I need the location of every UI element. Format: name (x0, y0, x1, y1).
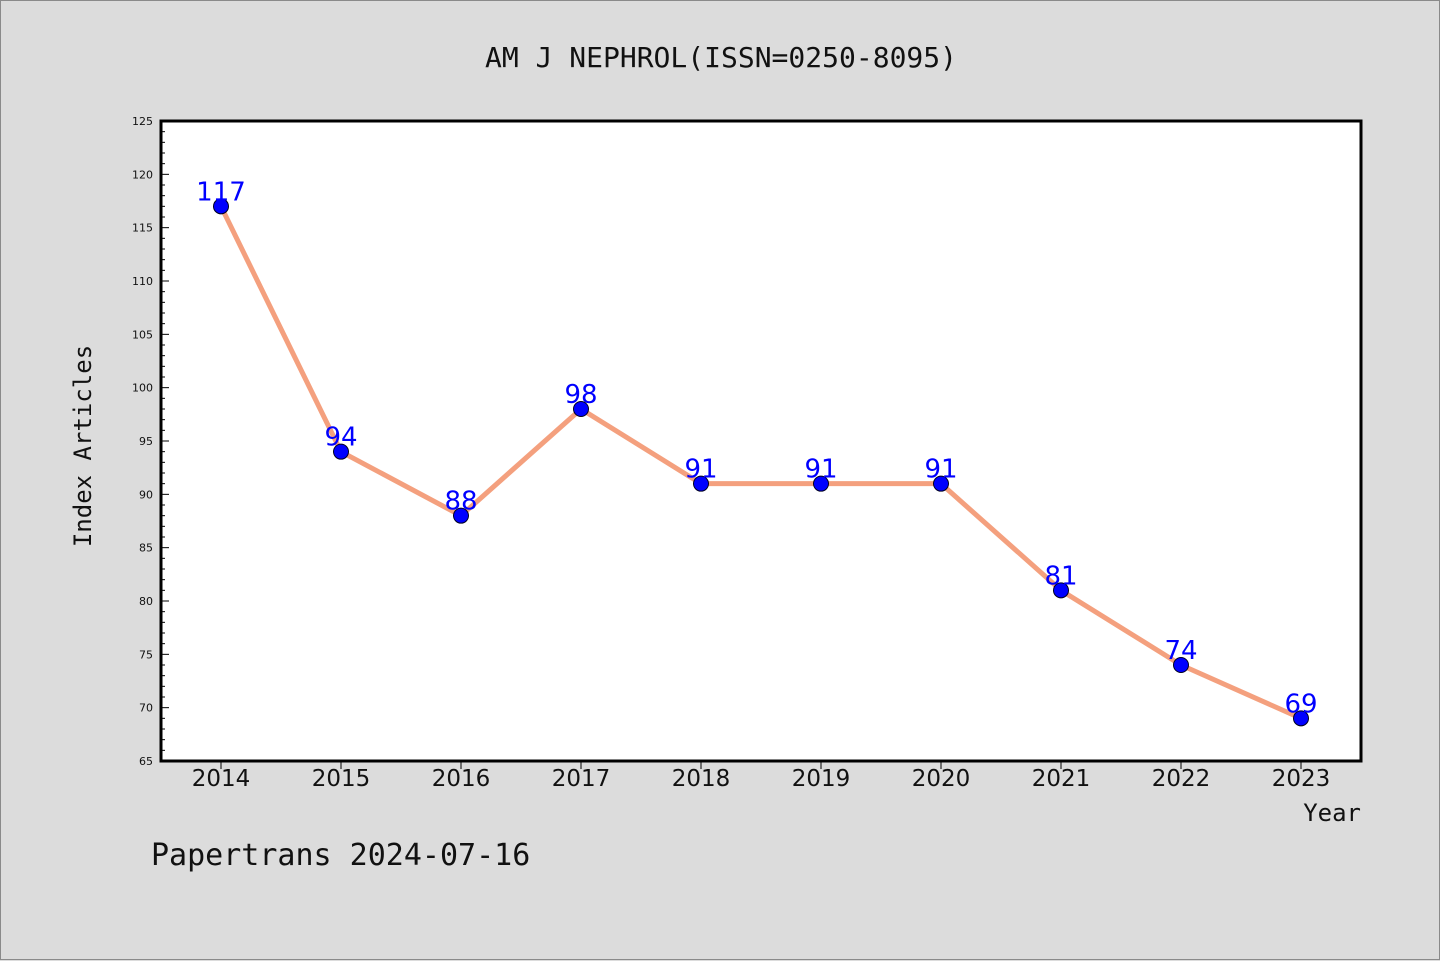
x-tick-label: 2022 (1152, 766, 1211, 792)
data-point (333, 443, 349, 460)
y-tick-label: 65 (139, 755, 153, 768)
data-point (1053, 582, 1069, 599)
data-label: 74 (1164, 636, 1197, 666)
y-tick-label: 125 (132, 115, 153, 128)
y-tick-label: 115 (132, 222, 153, 235)
y-axis-title: Index Articles (69, 345, 97, 547)
y-tick-label: 75 (139, 648, 153, 661)
y-tick-label: 70 (139, 702, 153, 715)
data-label: 91 (684, 455, 717, 485)
data-label: 81 (1044, 561, 1077, 591)
x-tick-label: 2016 (432, 766, 491, 792)
data-point (1173, 657, 1189, 673)
data-label: 88 (444, 487, 477, 517)
data-point (1293, 710, 1309, 727)
data-label: 91 (924, 455, 957, 485)
plot-frame (159, 119, 1363, 763)
y-tick-label: 110 (132, 275, 153, 288)
data-point (813, 475, 829, 492)
x-tick-label: 2015 (312, 766, 371, 792)
x-axis-title: Year (1303, 799, 1361, 827)
data-label: 91 (804, 455, 837, 485)
data-point (933, 475, 949, 492)
x-tick-label: 2023 (1272, 766, 1331, 792)
data-point (453, 507, 469, 524)
x-tick-label: 2018 (672, 766, 731, 792)
x-tick-label: 2014 (192, 766, 251, 792)
series-line (218, 203, 1304, 721)
y-tick-label: 100 (132, 382, 153, 395)
x-tick-label: 2017 (552, 766, 611, 792)
y-tick-label: 80 (139, 595, 153, 608)
data-label: 94 (324, 423, 357, 453)
x-axis: 2014 2015 2016 2017 2018 2019 2020 2021 2022 2023 (192, 761, 1331, 792)
data-point (213, 198, 229, 215)
y-tick-label: 105 (132, 328, 153, 341)
x-tick-label: 2020 (912, 766, 971, 792)
x-tick-label: 2019 (792, 766, 851, 792)
y-tick-label: 95 (139, 435, 153, 448)
y-tick-label: 90 (139, 488, 153, 501)
data-label: 117 (196, 177, 246, 207)
marker-layer (213, 198, 1309, 727)
x-tick-label: 2021 (1032, 766, 1091, 792)
y-tick-label: 85 (139, 542, 153, 555)
data-point (693, 475, 709, 492)
data-label-layer: 117 94 88 98 91 91 91 81 74 69 (196, 177, 1317, 719)
footer-credit: Papertrans 2024-07-16 (151, 838, 530, 873)
y-axis: 65 70 75 80 85 90 95 100 105 110 115 120 125 (132, 115, 169, 768)
data-label: 69 (1284, 689, 1317, 719)
data-label: 98 (564, 380, 597, 410)
series-layer (218, 203, 1304, 721)
y-tick-label: 120 (132, 168, 153, 181)
chart-title: AM J NEPHROL(ISSN=0250-8095) (485, 41, 957, 74)
data-point (573, 401, 589, 417)
